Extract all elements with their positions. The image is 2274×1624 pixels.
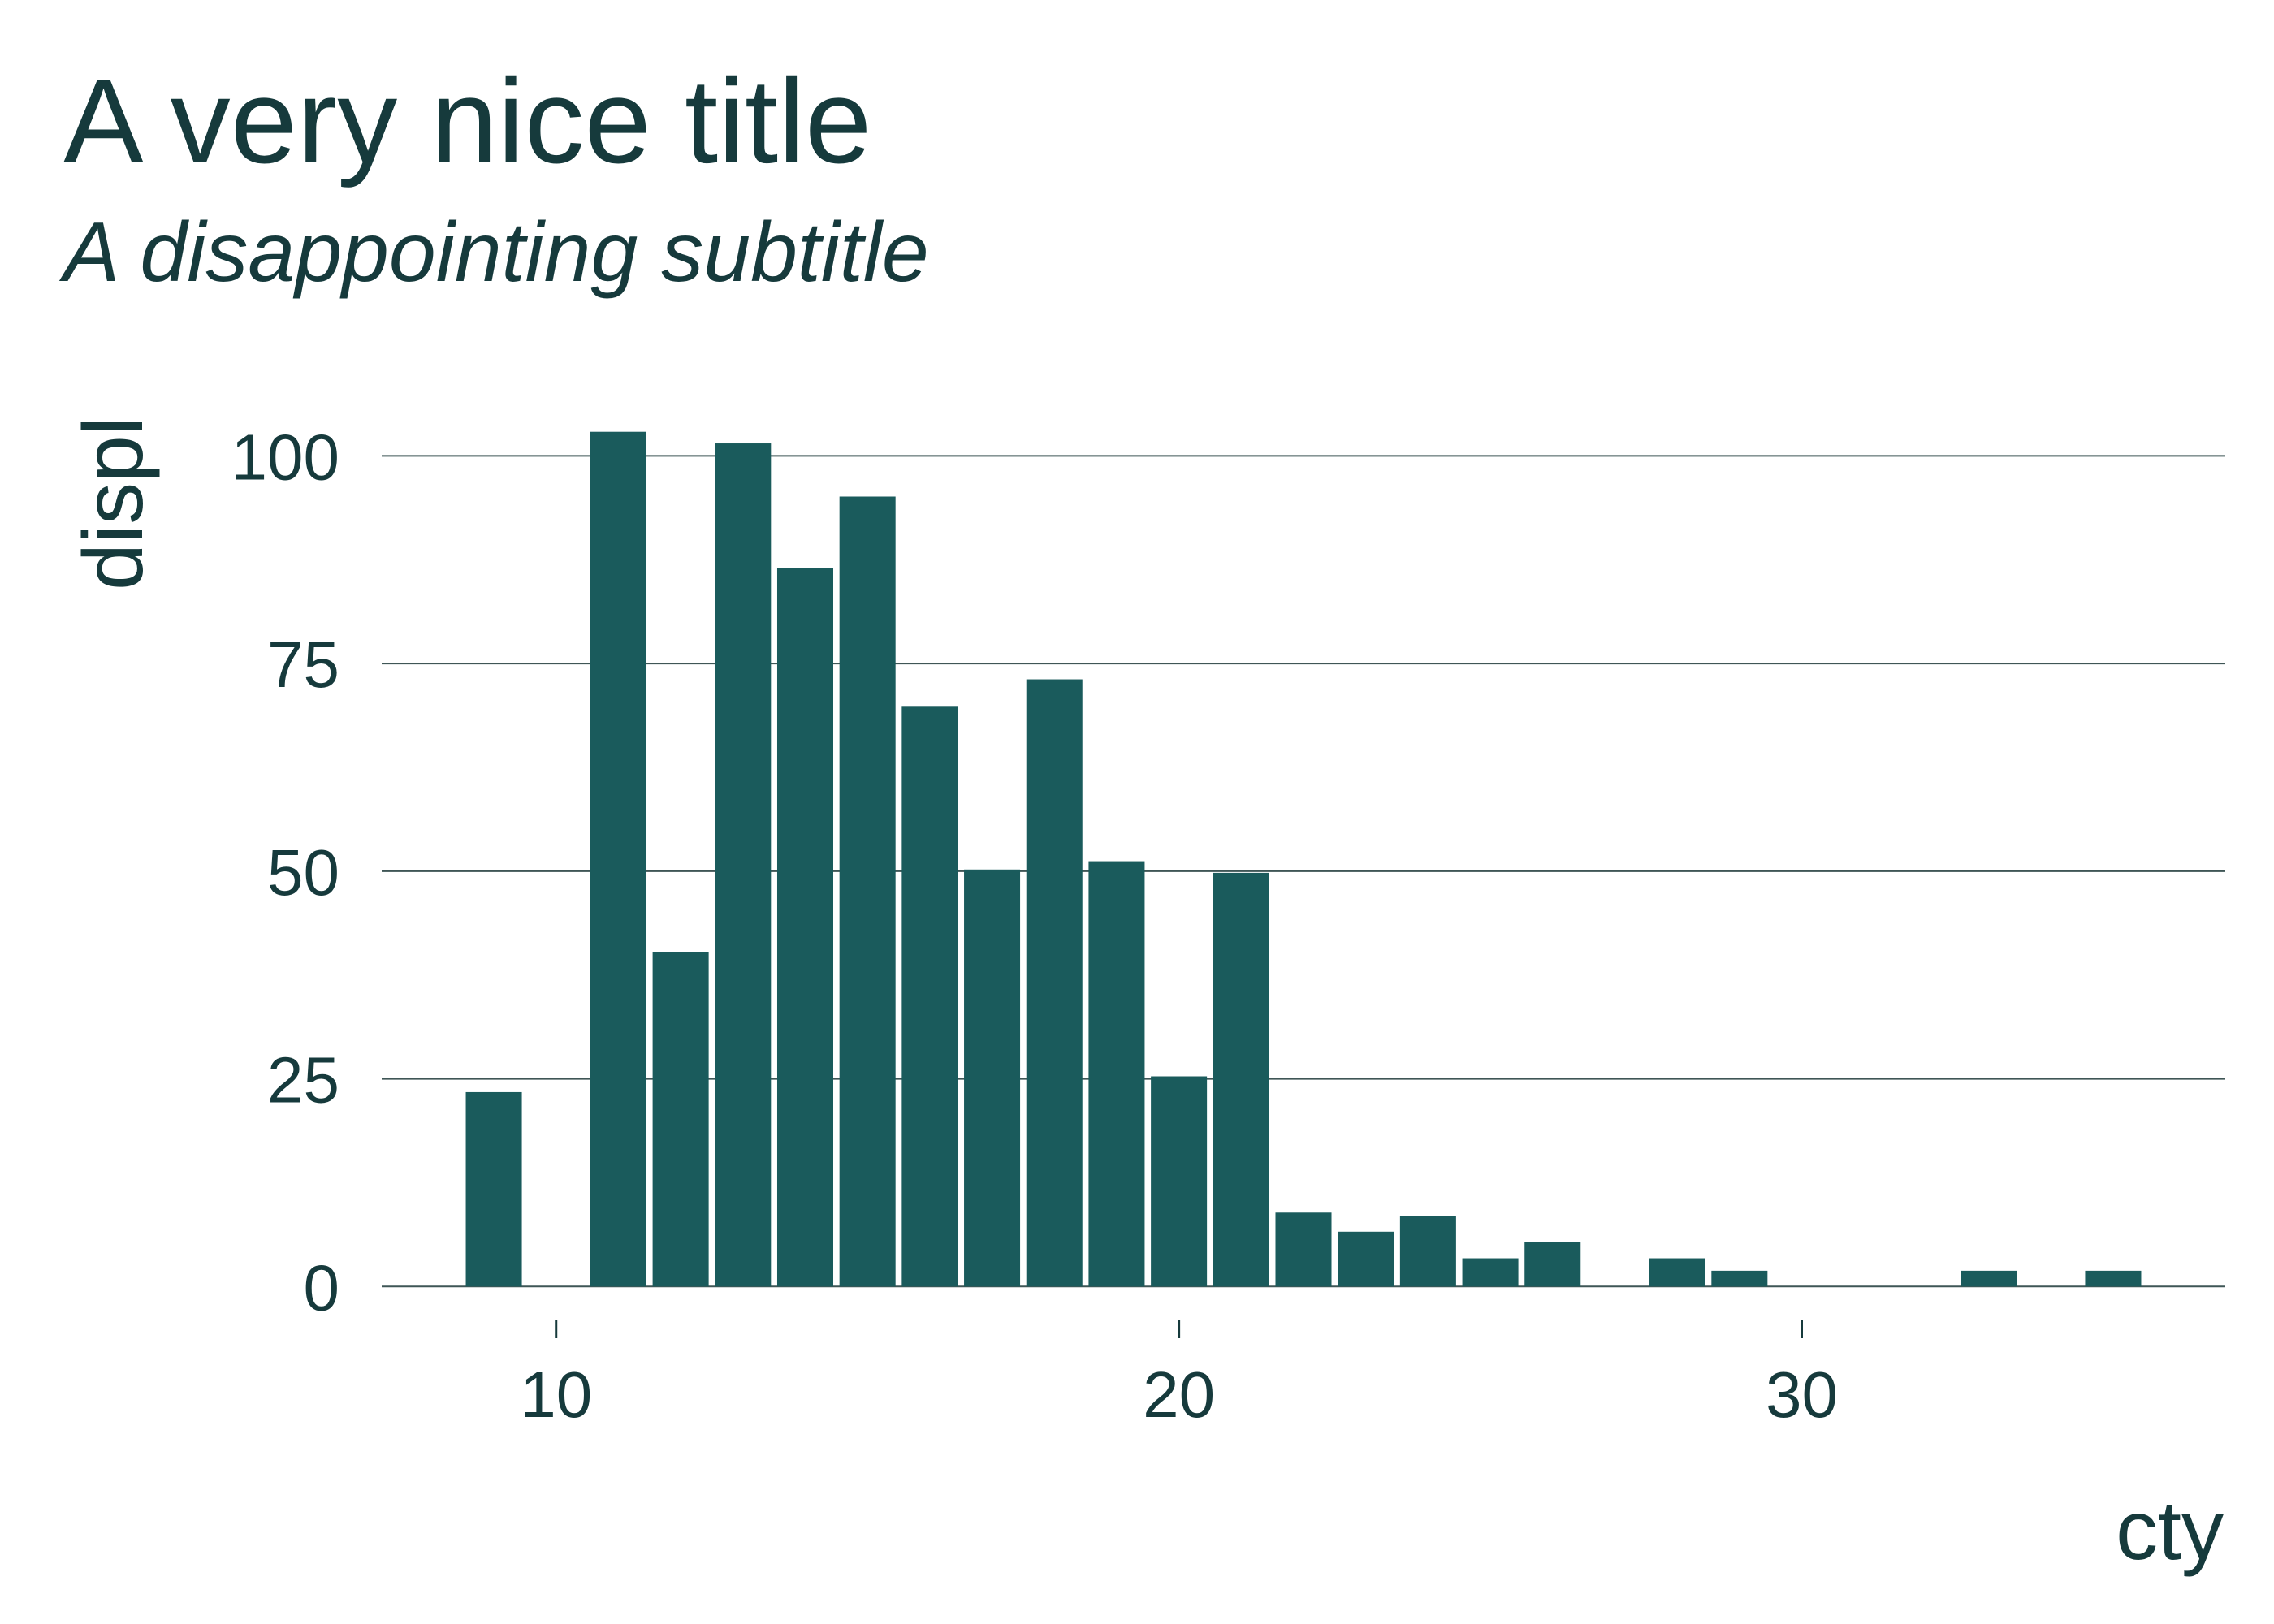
bar (901, 706, 958, 1287)
bar (652, 952, 709, 1287)
bar (1088, 861, 1145, 1287)
y-axis-label: displ (67, 417, 161, 590)
bar (715, 443, 772, 1287)
bar (964, 869, 1021, 1287)
y-tick-label: 25 (267, 1044, 339, 1116)
x-axis-ticks: 10 20 30 (520, 1320, 1838, 1431)
bar (590, 431, 646, 1287)
bars (465, 431, 2142, 1287)
bar (1151, 1076, 1208, 1287)
y-tick-label: 0 (304, 1251, 340, 1324)
y-tick-label: 100 (231, 421, 339, 493)
chart-title: A very nice title (63, 54, 871, 188)
bar (1649, 1258, 1706, 1287)
bar (1711, 1270, 1768, 1287)
bar (1338, 1231, 1394, 1287)
bar (1399, 1216, 1456, 1287)
bar (1275, 1212, 1332, 1287)
bar (839, 496, 896, 1287)
x-tick-label: 20 (1143, 1358, 1215, 1431)
bar (1961, 1270, 2017, 1287)
bar (1524, 1242, 1581, 1287)
bar (2085, 1270, 2142, 1287)
y-tick-label: 50 (267, 836, 339, 909)
x-tick-label: 30 (1766, 1358, 1838, 1431)
bar (1213, 872, 1269, 1287)
x-axis-label: cty (2116, 1484, 2224, 1578)
bar (776, 568, 833, 1287)
y-axis-ticks: 0 25 50 75 100 (231, 421, 339, 1324)
y-tick-label: 75 (267, 628, 339, 701)
bar (1462, 1258, 1519, 1287)
chart-subtitle: A disappointing subtitle (58, 205, 929, 300)
bar (1026, 679, 1083, 1287)
bar (465, 1091, 522, 1287)
x-tick-label: 10 (520, 1358, 592, 1431)
